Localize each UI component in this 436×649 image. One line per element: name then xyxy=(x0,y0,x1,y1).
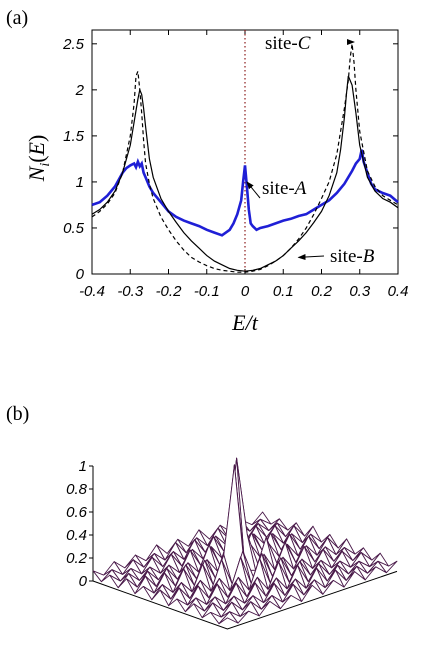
annotation-arrow xyxy=(297,254,325,261)
y-tick-label: 1 xyxy=(76,174,84,191)
y-tick-label: 2 xyxy=(75,82,85,99)
z-tick-label: 0.2 xyxy=(66,550,88,567)
annotation-site-A: site-A xyxy=(262,178,307,199)
y-tick-label: 0.5 xyxy=(63,220,85,237)
annotation-site-B: site-B xyxy=(330,246,375,267)
panel-label-a: (a) xyxy=(6,7,28,29)
x-tick-label: 0.1 xyxy=(273,283,294,300)
x-axis-label: E/t xyxy=(231,310,259,335)
x-tick-label: -0.4 xyxy=(79,283,105,300)
annotation-site-C: site-C xyxy=(265,33,311,54)
surface-base-edge xyxy=(92,570,398,630)
x-tick-label: 0.2 xyxy=(311,283,333,300)
x-tick-label: 0 xyxy=(241,283,250,300)
x-tick-label: -0.3 xyxy=(117,283,144,300)
plot-b-surface: 0 0.2 0.4 0.6 0.8 1 xyxy=(66,457,398,630)
z-tick-label: 0.6 xyxy=(66,504,88,521)
z-tick-label: 0 xyxy=(79,573,88,590)
series-line-site-C xyxy=(91,43,399,273)
y-tick-label: 0 xyxy=(76,266,85,283)
z-tick-label: 1 xyxy=(79,458,87,475)
svg-text:Ni(E): Ni(E) xyxy=(24,135,53,183)
x-tick-label: 0.3 xyxy=(349,283,371,300)
x-tick-label: -0.2 xyxy=(156,283,183,300)
x-tick-label: 0.4 xyxy=(388,283,409,300)
series-line-site-A xyxy=(91,149,399,237)
panel-label-b: (b) xyxy=(6,403,29,425)
surface-face xyxy=(218,611,239,625)
plot-a: -0.4 -0.3 -0.2 -0.1 0 0.1 0.2 0.3 0.4 0 0.5 1 1.5 2 2.… xyxy=(62,29,409,300)
y-axis-label: Ni(E) xyxy=(24,135,53,183)
annotation-arrow xyxy=(246,181,261,199)
z-tick-label: 0.4 xyxy=(66,527,87,544)
x-tick-label: -0.1 xyxy=(194,283,220,300)
z-tick-label: 0.8 xyxy=(66,481,88,498)
y-tick-label: 1.5 xyxy=(63,128,85,145)
y-tick-label: 2.5 xyxy=(62,36,85,53)
